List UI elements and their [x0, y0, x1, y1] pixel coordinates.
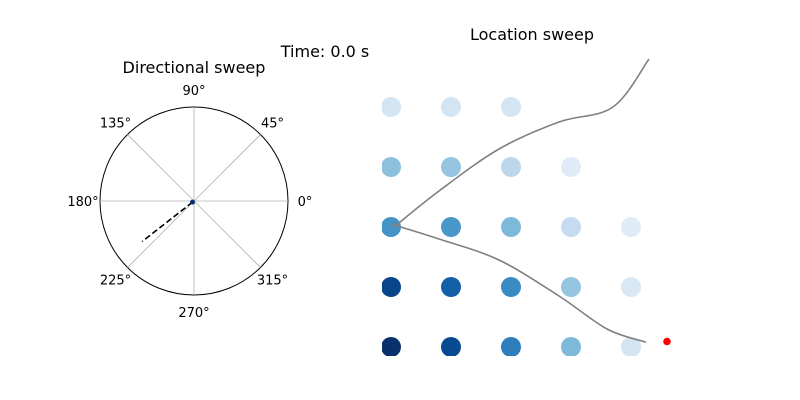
- polar-gridline: [127, 134, 195, 202]
- location-point: [561, 157, 581, 177]
- location-end-marker: [663, 337, 671, 346]
- polar-grid: [99, 106, 289, 296]
- location-point: [382, 157, 401, 177]
- location-point: [561, 337, 581, 356]
- location-point: [561, 217, 581, 237]
- polar-angle-tick-labels: 0° 45° 90° 135° 180° 225° 270° 315°: [67, 84, 312, 321]
- polar-chart-title: Directional sweep: [123, 58, 266, 77]
- location-point: [501, 217, 521, 237]
- location-path: [390, 223, 647, 343]
- polar-gridline: [193, 134, 261, 202]
- location-point: [501, 337, 521, 356]
- location-paths: [390, 58, 650, 343]
- polar-marks: [141, 199, 196, 243]
- location-point: [561, 277, 581, 297]
- polar-angle-tick-label: 225°: [100, 273, 131, 288]
- location-grid-points: [382, 97, 641, 356]
- location-chart-title: Location sweep: [470, 25, 594, 44]
- polar-angle-tick-label: 315°: [257, 273, 288, 288]
- location-point: [621, 277, 641, 297]
- location-point: [441, 337, 461, 356]
- scatter-chart-location-sweep: Location sweep: [382, 25, 671, 356]
- polar-angle-tick-label: 135°: [100, 117, 131, 132]
- location-path: [393, 58, 650, 228]
- location-point: [441, 217, 461, 237]
- location-point: [621, 337, 641, 356]
- location-point: [621, 217, 641, 237]
- location-point: [382, 217, 401, 237]
- polar-gridline: [193, 200, 261, 268]
- location-point: [382, 277, 401, 297]
- location-point: [382, 97, 401, 117]
- location-point: [441, 97, 461, 117]
- polar-angle-tick-label: 0°: [298, 195, 313, 210]
- polar-angle-tick-label: 90°: [182, 84, 205, 99]
- location-point: [501, 277, 521, 297]
- direction-line: [141, 201, 194, 243]
- polar-angle-tick-label: 45°: [261, 117, 284, 132]
- figure-title: Time: 0.0 s: [280, 42, 370, 61]
- polar-angle-tick-label: 270°: [178, 306, 209, 321]
- direction-marker: [190, 199, 196, 205]
- location-end-marker-group: [663, 337, 671, 346]
- location-point: [382, 337, 401, 356]
- polar-angle-tick-label: 180°: [67, 195, 98, 210]
- location-point: [441, 157, 461, 177]
- polar-gridline: [127, 200, 195, 268]
- location-point: [501, 157, 521, 177]
- location-point: [501, 97, 521, 117]
- polar-chart-directional-sweep: Directional sweep 0° 45° 90° 135° 180° 225° 27…: [67, 58, 312, 321]
- location-point: [441, 277, 461, 297]
